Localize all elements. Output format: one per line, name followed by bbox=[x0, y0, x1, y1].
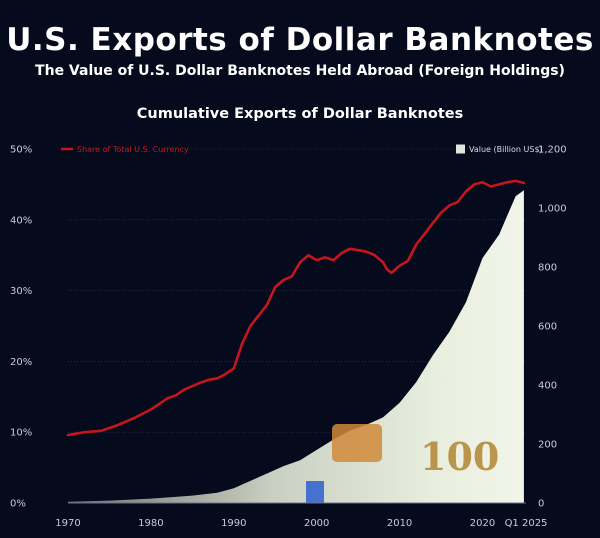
chart-title: Cumulative Exports of Dollar Banknotes bbox=[136, 106, 464, 122]
value-area bbox=[68, 190, 524, 504]
x-tick-label: 2010 bbox=[387, 518, 412, 529]
right-tick-label: 1,000 bbox=[538, 204, 567, 215]
right-tick-label: 1,200 bbox=[538, 145, 567, 156]
left-tick-label: 10% bbox=[10, 428, 32, 439]
share-line bbox=[66, 179, 526, 437]
page-title: U.S. Exports of Dollar Banknotes bbox=[6, 22, 594, 58]
right-tick-label: 800 bbox=[538, 263, 557, 274]
x-tick-label: 2000 bbox=[304, 518, 329, 529]
security-strip bbox=[306, 481, 324, 503]
left-tick-label: 30% bbox=[10, 286, 32, 297]
x-tick-label: Q1 2025 bbox=[505, 518, 548, 529]
copper-inkwell bbox=[332, 424, 382, 462]
left-tick-label: 50% bbox=[10, 145, 32, 156]
right-tick-label: 200 bbox=[538, 440, 557, 451]
x-tick-label: 2020 bbox=[470, 518, 495, 529]
left-tick-label: 20% bbox=[10, 357, 32, 368]
legend-value-label: Value (Billion US$) bbox=[469, 145, 543, 154]
denomination-graphic: 100 bbox=[420, 434, 499, 479]
right-tick-label: 0 bbox=[538, 499, 544, 510]
x-tick-label: 1980 bbox=[138, 518, 163, 529]
x-tick-label: 1970 bbox=[55, 518, 80, 529]
right-tick-label: 600 bbox=[538, 322, 557, 333]
legend-share-label: Share of Total U.S. Currency bbox=[77, 145, 189, 154]
page-subtitle: The Value of U.S. Dollar Banknotes Held … bbox=[35, 63, 565, 79]
right-tick-label: 400 bbox=[538, 381, 557, 392]
left-tick-label: 0% bbox=[10, 499, 26, 510]
legend-value-swatch bbox=[456, 144, 465, 154]
left-tick-label: 40% bbox=[10, 215, 32, 226]
x-tick-label: 1990 bbox=[221, 518, 246, 529]
